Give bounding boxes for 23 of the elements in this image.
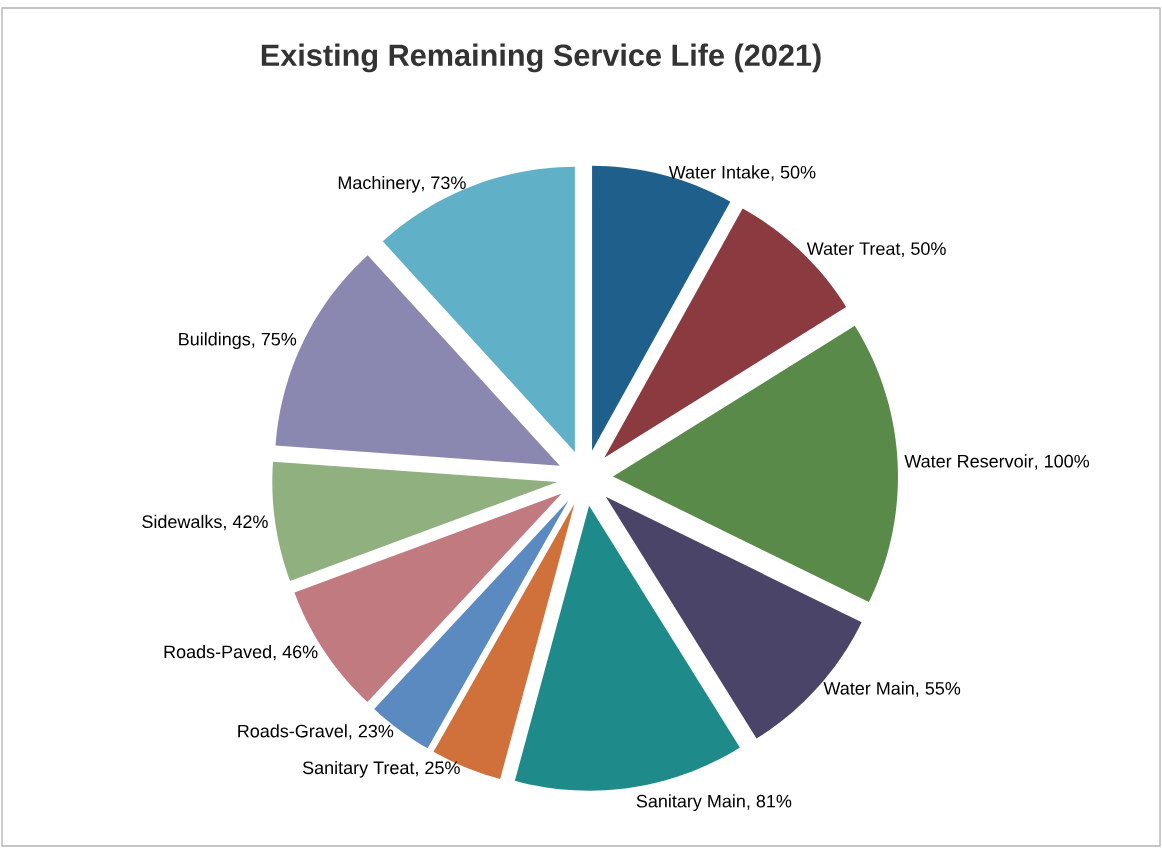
- slice-label: Water Intake: [668, 165, 770, 179]
- data-label: , 46%: [273, 645, 318, 661]
- chart-title: Existing Remaining Service Life (2021): [261, 43, 821, 73]
- slice-label: Roads-Gravel: [238, 724, 347, 738]
- slice-label: Sanitary Treat: [302, 760, 415, 778]
- data-label: , 55%: [916, 682, 961, 697]
- data-label: , 25%: [416, 761, 460, 777]
- slice-label: Water Treat: [806, 242, 901, 255]
- slice-label: Water Main: [823, 681, 914, 695]
- data-label: , 73%: [422, 176, 466, 192]
- data-label: , 75%: [252, 332, 297, 348]
- data-label: , 100%: [1035, 454, 1090, 470]
- data-label: , 50%: [771, 165, 816, 181]
- slice-label: Buildings: [179, 332, 251, 350]
- data-label: , 50%: [902, 242, 946, 258]
- data-label: , 23%: [349, 724, 394, 740]
- slice-label: Machinery: [338, 175, 421, 193]
- data-label: , 42%: [224, 515, 268, 531]
- slice-label: Sanitary Main: [636, 794, 745, 812]
- slice-label: Roads-Paved: [164, 644, 271, 659]
- slice-label: Water Reservoir: [904, 454, 1034, 468]
- slice-label: Sidewalks: [142, 514, 222, 529]
- data-label: , 81%: [747, 794, 792, 810]
